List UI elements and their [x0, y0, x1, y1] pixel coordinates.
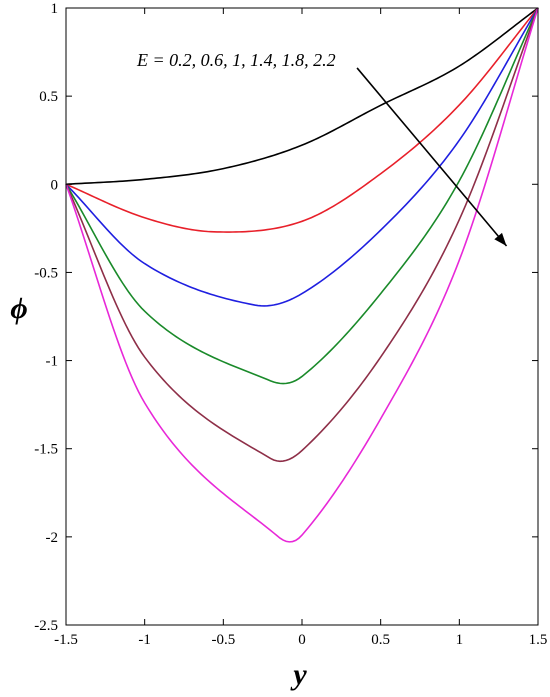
- x-tick-label: -0.5: [211, 632, 235, 648]
- series-line-4: [65, 7, 539, 385]
- annotation-text: E = 0.2, 0.6, 1, 1.4, 1.8, 2.2: [136, 50, 336, 70]
- x-tick-label: -1.5: [54, 632, 78, 648]
- y-tick-label: 1: [51, 1, 59, 17]
- annotation-group: E = 0.2, 0.6, 1, 1.4, 1.8, 2.2: [136, 50, 508, 247]
- x-axis-title: y: [290, 658, 307, 691]
- x-tick-label: 0.5: [371, 632, 390, 648]
- y-tick-label: -2.5: [34, 618, 58, 634]
- series-line-3: [65, 7, 539, 307]
- annotation-arrow-head: [494, 232, 507, 246]
- x-tick-label: 1: [456, 632, 464, 648]
- x-tick-label: 1.5: [529, 632, 548, 648]
- x-tick-label: 0: [298, 632, 306, 648]
- annotation-arrow-line: [356, 67, 508, 247]
- series-line-2: [65, 7, 539, 233]
- y-tick-label: -1.5: [34, 442, 58, 458]
- series-line-5: [65, 7, 539, 463]
- plot-area: [65, 7, 539, 543]
- y-axis-title: ϕ: [10, 292, 27, 325]
- y-tick-label: -0.5: [34, 265, 58, 281]
- series-line-6: [65, 7, 539, 543]
- y-tick-label: -2: [46, 530, 59, 546]
- series-line-1: [65, 7, 539, 186]
- plot-frame: [65, 7, 539, 626]
- y-tick-label: 0: [51, 177, 59, 193]
- y-tick-label: -1: [46, 354, 59, 370]
- x-tick-label: -1: [138, 632, 151, 648]
- y-tick-label: 0.5: [39, 89, 58, 105]
- axes: -1.5 -1 -0.5 0 0.5 1 1.5 -2.5 -2 -1.5 -1 -0.5 0 0.5 1: [34, 1, 547, 648]
